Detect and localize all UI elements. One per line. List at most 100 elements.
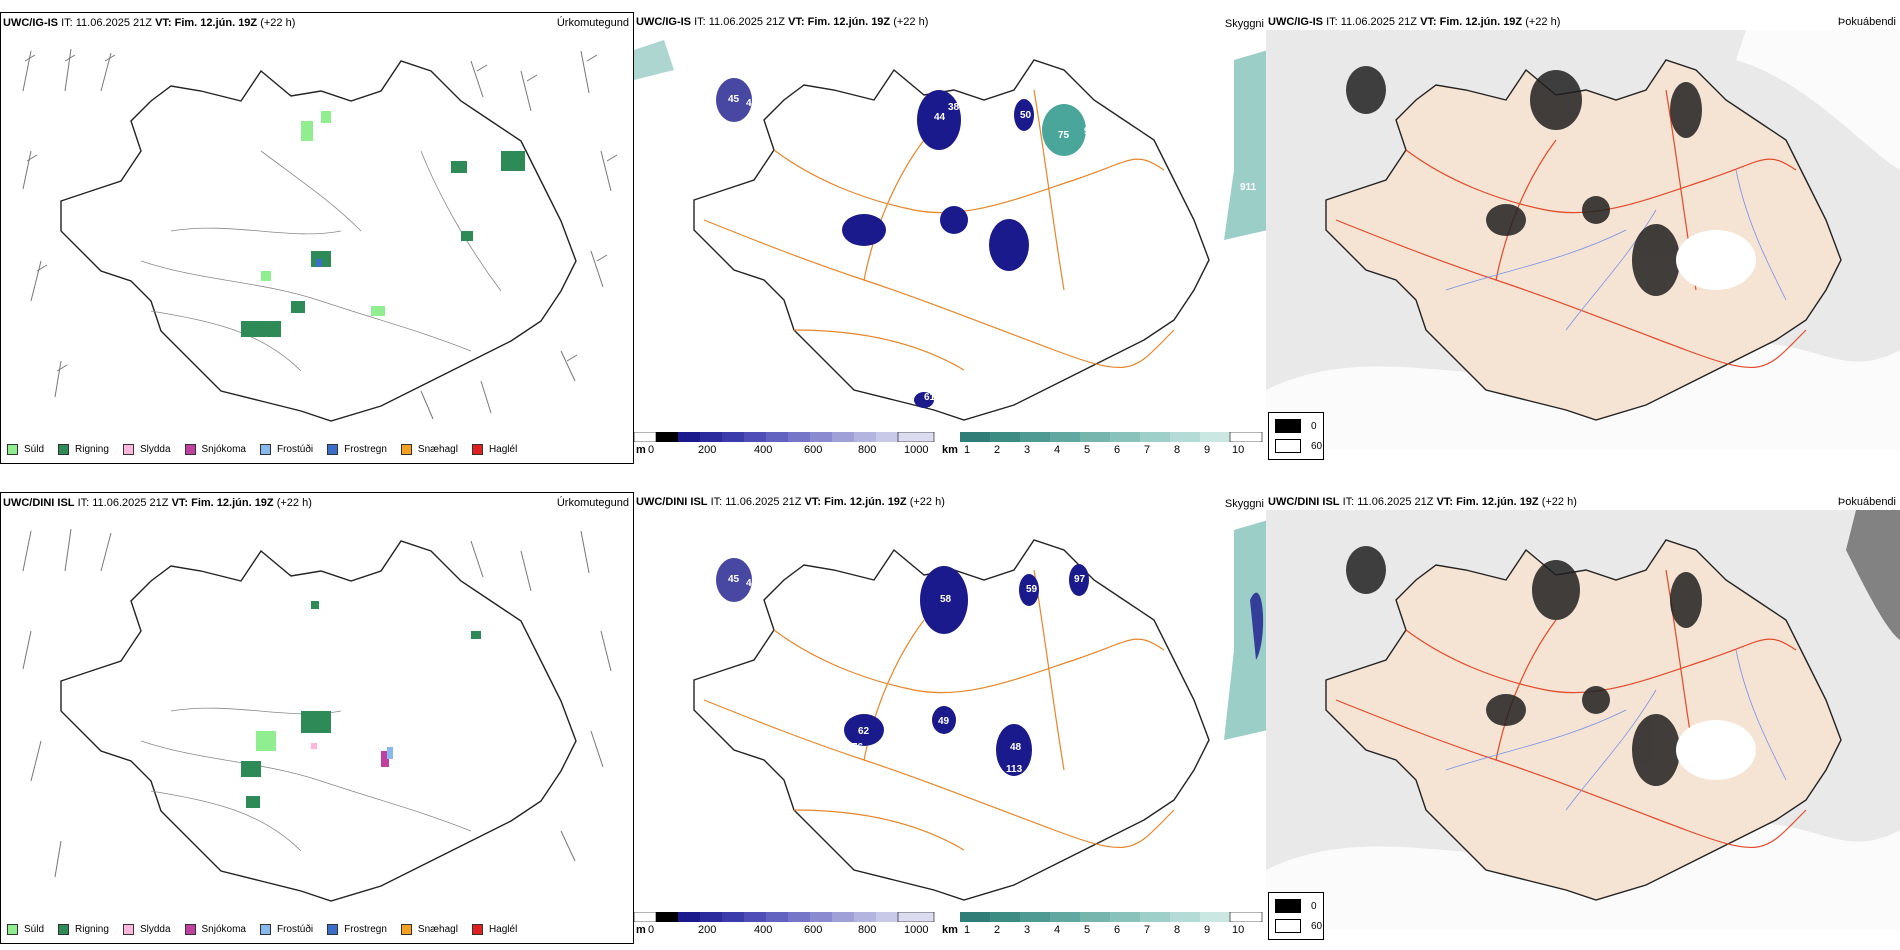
legend-swatch <box>122 444 134 455</box>
cloud-label: 91 <box>1084 126 1096 137</box>
iceland-map: 45 46 58 59 97 62 76 49 48 113 <box>693 520 1268 901</box>
panel-type-label: Úrkomutegund <box>556 17 629 29</box>
scale-tick: 2 <box>994 924 1001 936</box>
legend-label: Snæhagl <box>417 444 458 455</box>
scale-tick: 5 <box>1084 444 1091 456</box>
legend-swatch <box>259 444 271 455</box>
legend-item: Frostúði <box>259 924 313 935</box>
cloud-label: 76 <box>852 742 864 753</box>
scale-tick: 400 <box>754 924 773 936</box>
scale-tick: 600 <box>804 924 823 936</box>
cloud-panel-top: UWC/IG-IS IT: 11.06.2025 21Z VT: Fim. 12… <box>634 12 1268 464</box>
fog-label: 0 <box>1311 900 1317 912</box>
iceland-map <box>22 528 612 902</box>
cloud-base-scale <box>634 432 935 442</box>
scale-tick: 1000 <box>904 924 929 936</box>
iceland-map <box>1266 510 1900 930</box>
iceland-map: 44 38 50 65 75 91 58 51 66 117 183 103 6… <box>634 40 1268 421</box>
cloud-label: 62 <box>858 726 870 737</box>
legend-item: Snjókoma <box>184 924 246 935</box>
cloud-label: 48 <box>1010 742 1022 753</box>
legend-label: Frostúði <box>276 444 314 455</box>
legend-item: Snæhagl <box>400 444 458 455</box>
scale-tick: 1000 <box>904 444 929 456</box>
legend-label: Súld <box>24 924 45 935</box>
panel-title: UWC/DINI ISL IT: 11.06.2025 21Z VT: Fim.… <box>1268 496 1577 508</box>
legend-swatch <box>400 924 412 935</box>
cloud-label: 45 <box>728 574 740 585</box>
legend-label: Rigning <box>75 924 109 935</box>
scale-tick: 7 <box>1144 444 1151 456</box>
scale-tick: 7 <box>1144 924 1151 936</box>
panel-type-label: Skyggni <box>1224 18 1264 30</box>
precip-panel-top: UWC/IG-IS IT: 11.06.2025 21Z VT: Fim. 12… <box>0 12 634 464</box>
scale-tick: 400 <box>754 444 773 456</box>
fog-panel-bottom: UWC/DINI ISL IT: 11.06.2025 21Z VT: Fim.… <box>1266 492 1900 944</box>
scale-tick: 2 <box>994 444 1001 456</box>
cloud-base-scale <box>634 912 935 922</box>
legend-label: Frostregn <box>344 444 387 455</box>
scale-tick: 800 <box>858 924 877 936</box>
fog-label: 0 <box>1311 420 1317 432</box>
legend-item: Frostregn <box>327 924 387 935</box>
cloud-label: 58 <box>940 594 952 605</box>
scale-tick: 6 <box>1114 924 1121 936</box>
legend-label: Rigning <box>75 444 109 455</box>
scale-tick: 3 <box>1024 444 1031 456</box>
visibility-scale <box>960 912 1263 922</box>
scale-tick: 3 <box>1024 924 1031 936</box>
legend-label: Snjókoma <box>201 444 246 455</box>
coastline <box>60 60 577 422</box>
cloud-label: 183 <box>1017 302 1034 313</box>
cloud-label: 65 <box>1052 96 1064 107</box>
fog-panel-top: UWC/IG-IS IT: 11.06.2025 21Z VT: Fim. 12… <box>1266 12 1900 464</box>
legend-label: Súld <box>24 444 45 455</box>
legend-label: Snjókoma <box>201 924 246 935</box>
coastline <box>1325 539 1842 901</box>
cloud-label: 44 <box>934 112 946 123</box>
legend-item: Súld <box>7 444 44 455</box>
cloud-base-unit: m <box>636 444 646 456</box>
legend-swatch <box>471 444 483 455</box>
legend-item: Slydda <box>122 444 171 455</box>
cloud-base-unit: m <box>636 924 646 936</box>
panel-title: UWC/DINI ISL IT: 11.06.2025 21Z VT: Fim.… <box>3 497 312 509</box>
legend-item: Frostregn <box>327 444 387 455</box>
legend-swatch <box>184 924 196 935</box>
iceland-map <box>22 48 618 422</box>
cloud-label: 103 <box>1008 320 1025 331</box>
fog-label: 60 <box>1311 920 1323 932</box>
precip-legend: Súld Rigning Slydda Snjókoma Frostúði Fr… <box>7 924 517 935</box>
panel-type-label: Skyggni <box>1224 498 1264 510</box>
cloud-label: 46 <box>746 578 758 589</box>
scale-tick: 8 <box>1174 444 1181 456</box>
scale-tick: 4 <box>1054 924 1061 936</box>
cloud-label: 75 <box>1058 130 1070 141</box>
legend-item: Frostúði <box>259 444 314 455</box>
scale-tick: 600 <box>804 444 823 456</box>
legend-item: Snæhagl <box>400 924 458 935</box>
precip-legend: Súld Rigning Slydda Snjókoma Frostúði Fr… <box>7 444 517 455</box>
cloud-label: 911 <box>1240 182 1257 193</box>
legend-item: Súld <box>7 924 44 935</box>
fog-legend: 0 60 <box>1268 892 1324 940</box>
scale-tick: 0 <box>648 444 655 456</box>
cloud-label: 45 <box>728 94 740 105</box>
legend-item: Slydda <box>122 924 171 935</box>
legend-swatch <box>122 924 134 935</box>
cloud-label: 51 <box>948 256 960 267</box>
legend-swatch <box>327 444 339 455</box>
fog-swatch-light <box>1275 439 1301 453</box>
scale-tick: 1 <box>964 924 971 936</box>
legend-swatch <box>471 924 483 935</box>
legend-item: Snjókoma <box>184 444 246 455</box>
cloud-panel-bottom: UWC/DINI ISL IT: 11.06.2025 21Z VT: Fim.… <box>634 492 1268 944</box>
fog-swatch-dark <box>1275 899 1301 913</box>
legend-swatch <box>400 444 412 455</box>
panel-type-label: Þokuábendi <box>1837 16 1896 28</box>
scale-tick: 10 <box>1232 444 1245 456</box>
legend-label: Snæhagl <box>417 924 458 935</box>
visibility-scale <box>960 432 1263 442</box>
scale-tick: 1 <box>964 444 971 456</box>
cloud-label: 45 <box>746 98 758 109</box>
